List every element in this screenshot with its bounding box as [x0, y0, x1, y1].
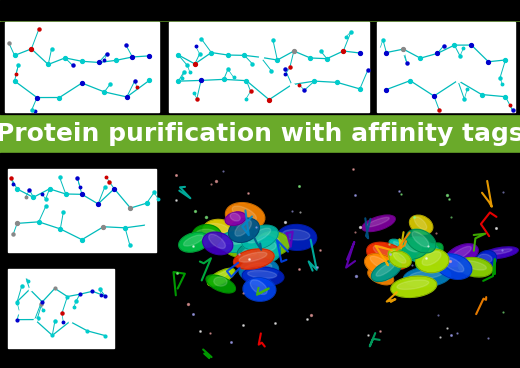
Ellipse shape: [412, 231, 429, 247]
Ellipse shape: [410, 215, 433, 234]
Ellipse shape: [237, 242, 270, 264]
Ellipse shape: [259, 241, 276, 251]
Ellipse shape: [282, 230, 310, 240]
Ellipse shape: [243, 277, 276, 301]
Ellipse shape: [233, 249, 274, 269]
Ellipse shape: [450, 247, 471, 261]
Bar: [0, 22, 520, 114]
Ellipse shape: [254, 240, 278, 256]
Ellipse shape: [398, 237, 430, 259]
Ellipse shape: [367, 217, 389, 227]
Ellipse shape: [458, 258, 492, 277]
Ellipse shape: [474, 251, 497, 271]
Ellipse shape: [368, 268, 394, 285]
Ellipse shape: [373, 246, 401, 262]
Ellipse shape: [362, 215, 395, 231]
Ellipse shape: [235, 220, 252, 236]
Ellipse shape: [248, 270, 277, 278]
Ellipse shape: [264, 234, 281, 249]
Ellipse shape: [277, 224, 317, 250]
Ellipse shape: [255, 236, 280, 261]
Ellipse shape: [402, 241, 440, 262]
Ellipse shape: [239, 258, 279, 282]
Ellipse shape: [414, 217, 427, 230]
Ellipse shape: [242, 225, 278, 250]
Ellipse shape: [397, 280, 429, 290]
Ellipse shape: [420, 246, 437, 264]
Ellipse shape: [226, 203, 265, 230]
Ellipse shape: [207, 268, 235, 286]
Ellipse shape: [483, 247, 518, 259]
Ellipse shape: [232, 226, 251, 241]
Ellipse shape: [259, 241, 272, 251]
Ellipse shape: [217, 232, 253, 252]
Ellipse shape: [416, 243, 443, 269]
Bar: [0, 0, 520, 20]
Ellipse shape: [225, 212, 246, 226]
Ellipse shape: [436, 254, 472, 279]
Ellipse shape: [203, 219, 234, 241]
Ellipse shape: [365, 254, 397, 276]
Ellipse shape: [239, 252, 267, 262]
Ellipse shape: [393, 253, 406, 263]
Ellipse shape: [209, 234, 226, 248]
Ellipse shape: [463, 261, 486, 270]
Ellipse shape: [443, 256, 464, 272]
Ellipse shape: [214, 277, 227, 286]
Bar: [5, 22, 159, 112]
Bar: [0, 116, 520, 153]
Bar: [0, 153, 520, 368]
Ellipse shape: [407, 229, 436, 253]
Ellipse shape: [389, 251, 411, 268]
Ellipse shape: [404, 266, 451, 287]
Ellipse shape: [184, 235, 203, 246]
Ellipse shape: [487, 249, 512, 255]
Ellipse shape: [392, 250, 401, 259]
Ellipse shape: [445, 244, 478, 266]
Ellipse shape: [367, 243, 409, 270]
Ellipse shape: [206, 275, 236, 293]
Ellipse shape: [389, 239, 419, 259]
Ellipse shape: [371, 260, 401, 282]
Ellipse shape: [419, 245, 430, 256]
Ellipse shape: [232, 206, 256, 221]
Ellipse shape: [415, 249, 449, 273]
Ellipse shape: [222, 236, 247, 244]
Ellipse shape: [394, 242, 413, 255]
Ellipse shape: [415, 244, 435, 260]
Ellipse shape: [370, 256, 390, 270]
Ellipse shape: [230, 213, 240, 221]
Ellipse shape: [244, 263, 272, 273]
Ellipse shape: [372, 270, 388, 280]
Ellipse shape: [405, 240, 422, 252]
Ellipse shape: [236, 228, 246, 237]
Ellipse shape: [242, 246, 264, 256]
Ellipse shape: [242, 267, 284, 286]
Text: Protein purification with affinity tags: Protein purification with affinity tags: [0, 122, 520, 146]
Ellipse shape: [478, 254, 492, 263]
Ellipse shape: [391, 276, 437, 297]
Ellipse shape: [228, 218, 259, 243]
Ellipse shape: [203, 232, 233, 255]
Ellipse shape: [376, 262, 395, 276]
Ellipse shape: [248, 228, 271, 243]
Ellipse shape: [196, 229, 216, 238]
Ellipse shape: [212, 270, 230, 282]
Ellipse shape: [407, 245, 433, 254]
Bar: [169, 22, 369, 112]
Bar: [377, 22, 515, 112]
Ellipse shape: [256, 232, 290, 255]
Bar: [8, 269, 114, 348]
Ellipse shape: [388, 249, 405, 262]
Ellipse shape: [422, 251, 441, 265]
Ellipse shape: [229, 238, 246, 251]
Ellipse shape: [223, 236, 253, 257]
Ellipse shape: [179, 232, 210, 252]
Ellipse shape: [410, 270, 443, 279]
Ellipse shape: [250, 280, 267, 294]
Ellipse shape: [207, 223, 228, 233]
Bar: [8, 169, 156, 252]
Ellipse shape: [192, 224, 222, 247]
